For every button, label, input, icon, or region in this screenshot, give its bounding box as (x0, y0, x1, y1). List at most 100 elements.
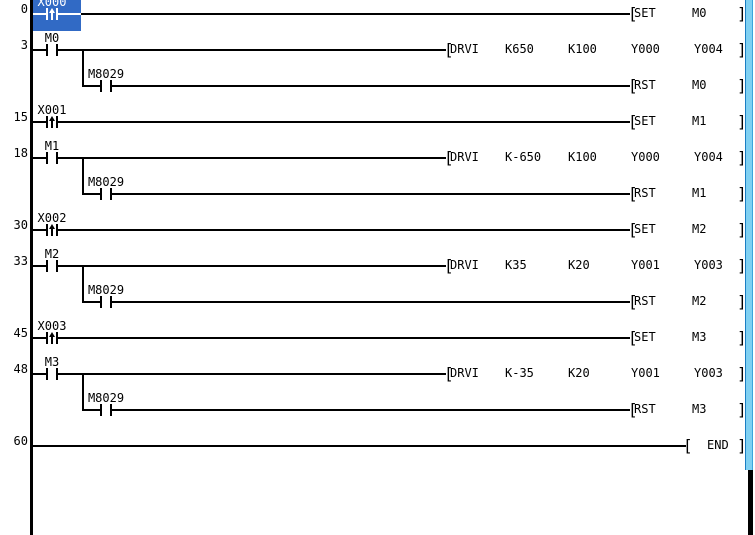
left-bus-bar (30, 0, 33, 535)
branch-rung-line (82, 193, 630, 195)
rung-line (81, 13, 630, 15)
operand: K20 (568, 258, 590, 272)
instruction-set[interactable]: [ SET M2 ] (628, 220, 747, 239)
contact-bar (46, 368, 48, 380)
contact-bar (56, 260, 58, 272)
contact-bar (110, 404, 112, 416)
instruction-set[interactable]: [ SET M3 ] (628, 329, 747, 347)
opcode: SET (634, 6, 656, 20)
no-contact-icon[interactable] (46, 151, 58, 165)
rung-line (33, 121, 630, 123)
operand: M2 (692, 222, 707, 236)
step-number: 48 (13, 362, 28, 376)
branch-rung-line (82, 85, 630, 87)
device-label: M8029 (87, 391, 125, 405)
rung-line (33, 229, 630, 231)
device-label: M0 (44, 31, 60, 45)
operand: K100 (568, 150, 597, 164)
operand: Y003 (694, 366, 723, 380)
contact-bar (100, 296, 102, 308)
close-bracket: ] (737, 148, 747, 167)
contact-bar (46, 332, 48, 344)
close-bracket: ] (737, 256, 747, 275)
step-number: 45 (13, 326, 28, 340)
contact-bar (46, 260, 48, 272)
device-label: M3 (44, 355, 60, 369)
close-bracket: ] (737, 184, 747, 203)
instruction-set[interactable]: [ SET M1 ] (628, 112, 747, 131)
close-bracket: ] (737, 220, 747, 239)
right-scrollbar-thumb[interactable] (745, 0, 753, 470)
operand: Y000 (631, 150, 660, 164)
open-bracket: [ (628, 220, 638, 239)
open-bracket: [ (444, 256, 454, 275)
no-contact-icon[interactable] (100, 295, 112, 309)
instruction-rst[interactable]: [ RST M2 ] (628, 293, 747, 311)
rising-pulse-contact-icon[interactable] (46, 223, 58, 237)
operand: Y001 (631, 258, 660, 272)
instruction-set[interactable]: [ SET M0 ] (628, 5, 747, 23)
pulse-arrow-icon (49, 116, 55, 128)
no-contact-icon[interactable] (46, 367, 58, 381)
operand: K650 (505, 42, 534, 56)
instruction-drvi[interactable]: [ DRVI K-650 K100 Y000 Y004 ] (444, 148, 747, 167)
contact-bar (56, 116, 58, 128)
branch-line (82, 49, 84, 87)
operand: Y000 (631, 42, 660, 56)
opcode: DRVI (450, 366, 479, 380)
instruction-end[interactable]: [ END ] (683, 437, 747, 455)
rising-pulse-contact-icon[interactable] (46, 7, 58, 21)
instruction-drvi[interactable]: [ DRVI K35 K20 Y001 Y003 ] (444, 256, 747, 275)
branch-line (82, 157, 84, 195)
branch-line (82, 265, 84, 303)
opcode: DRVI (450, 42, 479, 56)
no-contact-icon[interactable] (100, 187, 112, 201)
rising-pulse-contact-icon[interactable] (46, 115, 58, 129)
step-number: 60 (13, 434, 28, 448)
step-number: 18 (13, 146, 28, 160)
instruction-rst[interactable]: [ RST M0 ] (628, 77, 747, 95)
open-bracket: [ (444, 364, 454, 383)
contact-bar (46, 8, 48, 20)
device-label: X001 (37, 103, 67, 117)
right-scrollbar-track[interactable] (748, 470, 753, 535)
contact-bar (46, 152, 48, 164)
no-contact-icon[interactable] (100, 403, 112, 417)
step-number: 3 (20, 38, 28, 52)
operand: K-650 (505, 150, 542, 164)
opcode: END (707, 438, 729, 452)
contact-bar (110, 80, 112, 92)
device-label: X003 (37, 319, 67, 333)
device-label: M8029 (87, 175, 125, 189)
operand: K20 (568, 366, 590, 380)
no-contact-icon[interactable] (100, 79, 112, 93)
close-bracket: ] (737, 364, 747, 383)
open-bracket: [ (444, 148, 454, 167)
operand: Y001 (631, 366, 660, 380)
contact-bar (56, 44, 58, 56)
operand: K-35 (505, 366, 534, 380)
close-bracket: ] (737, 4, 747, 23)
instruction-drvi[interactable]: [ DRVI K650 K100 Y000 Y004 ] (444, 40, 747, 59)
operand: Y003 (694, 258, 723, 272)
instruction-drvi[interactable]: [ DRVI K-35 K20 Y001 Y003 ] (444, 364, 747, 383)
operand: M0 (692, 78, 707, 92)
contact-bar (46, 116, 48, 128)
step-number: 33 (13, 254, 28, 268)
instruction-rst[interactable]: [ RST M3 ] (628, 401, 747, 419)
close-bracket: ] (737, 292, 747, 311)
no-contact-icon[interactable] (46, 43, 58, 57)
rising-pulse-contact-icon[interactable] (46, 331, 58, 345)
device-label: M2 (44, 247, 60, 261)
contact-bar (110, 188, 112, 200)
open-bracket: [ (628, 112, 638, 131)
operand: M1 (692, 114, 707, 128)
contact-bar (46, 224, 48, 236)
step-number: 30 (13, 218, 28, 232)
instruction-rst[interactable]: [ RST M1 ] (628, 184, 747, 203)
opcode: RST (634, 294, 656, 308)
close-bracket: ] (737, 40, 747, 59)
operand: K35 (505, 258, 527, 272)
open-bracket: [ (628, 184, 638, 203)
no-contact-icon[interactable] (46, 259, 58, 273)
